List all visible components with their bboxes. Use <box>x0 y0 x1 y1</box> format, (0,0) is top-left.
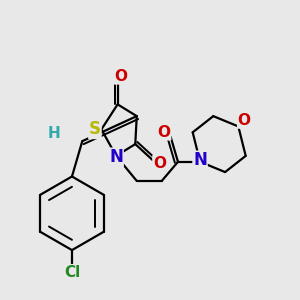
Text: O: O <box>158 125 171 140</box>
Text: Cl: Cl <box>64 265 80 280</box>
Text: O: O <box>153 156 166 171</box>
Text: N: N <box>109 148 123 166</box>
Text: O: O <box>238 113 251 128</box>
Text: S: S <box>89 120 101 138</box>
Text: O: O <box>115 69 128 84</box>
Text: N: N <box>193 151 207 169</box>
Text: H: H <box>48 126 61 141</box>
